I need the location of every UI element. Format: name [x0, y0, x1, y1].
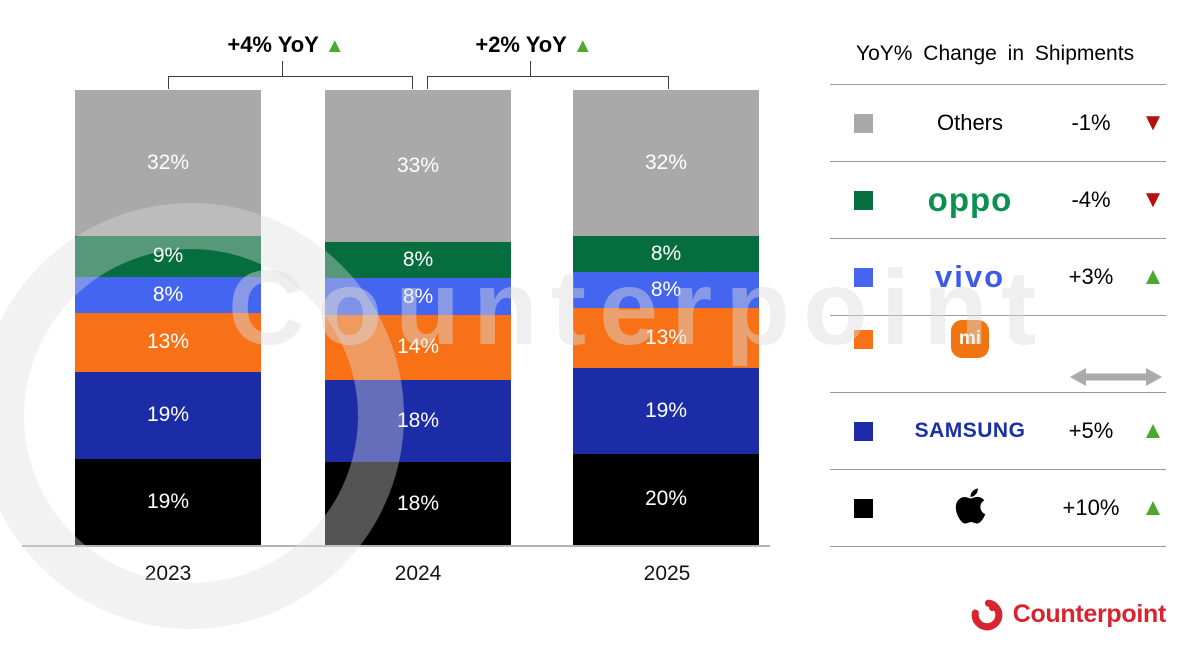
legend-swatch-apple	[854, 498, 873, 518]
yoy-annotation-2024: +4% YoY ▲	[227, 32, 344, 58]
legend-title: YoY% Change in Shipments	[856, 42, 1135, 65]
xiaomi-mi-badge: mi	[951, 320, 989, 358]
segment-xiaomi-2025: 13%	[573, 308, 759, 368]
segment-value-label: 33%	[396, 153, 440, 177]
segment-value-label: 8%	[650, 241, 682, 265]
segment-apple-2024: 18%	[325, 462, 511, 545]
segment-others-2025: 32%	[573, 90, 759, 236]
x-tick-2024: 2024	[394, 562, 442, 585]
bar-2025: 32% 8% 8% 13% 19% 20%	[573, 90, 759, 545]
legend-row-apple: +10% ▲	[830, 470, 1166, 547]
counterpoint-wordmark: Counterpoint	[1012, 599, 1167, 628]
legend-row-oppo: oppo -4% ▼	[830, 162, 1166, 239]
segment-value-label: 19%	[146, 489, 190, 513]
up-triangle-icon: ▲	[572, 35, 593, 57]
legend-label-others: Others	[937, 110, 1003, 136]
samsung-wordmark: SAMSUNG	[914, 419, 1026, 442]
up-triangle-icon: ▲	[1141, 494, 1165, 521]
bar-2024: 33% 8% 8% 14% 18% 18%	[325, 90, 511, 545]
segment-samsung-2024: 18%	[325, 379, 511, 463]
legend-rows: Others -1% ▼ oppo -4% ▼ vivo +3% ▲ mi SAMSUNG +5% ▲ +…	[830, 84, 1166, 547]
segment-value-label: 32%	[146, 150, 190, 174]
legend-swatch-others	[854, 113, 873, 133]
legend-row-samsung: SAMSUNG +5% ▲	[830, 393, 1166, 470]
segment-value-label: 8%	[402, 248, 434, 272]
down-triangle-icon: ▼	[1141, 186, 1165, 213]
segment-others-2024: 33%	[325, 90, 511, 242]
segment-value-label: 8%	[152, 282, 184, 306]
up-triangle-icon: ▲	[324, 35, 345, 57]
yoy-annotation-2025: +2% YoY ▲	[475, 32, 592, 58]
legend-swatch-samsung	[854, 421, 873, 441]
segment-xiaomi-2023: 13%	[75, 312, 261, 373]
segment-value-label: 18%	[396, 491, 440, 515]
segment-apple-2025: 20%	[573, 453, 759, 545]
segment-value-label: 9%	[152, 244, 184, 268]
yoy-change-value: +3%	[1068, 264, 1114, 289]
segment-samsung-2025: 19%	[573, 367, 759, 454]
apple-logo-icon	[954, 486, 987, 531]
segment-others-2023: 32%	[75, 90, 261, 236]
up-triangle-icon: ▲	[1141, 417, 1165, 444]
segment-value-label: 13%	[146, 330, 190, 354]
vivo-logo: vivo	[935, 259, 1005, 295]
bracket-tick-1	[282, 61, 283, 76]
counterpoint-mark-icon	[971, 599, 1003, 631]
up-triangle-icon: ▲	[1141, 263, 1165, 290]
oppo-wordmark: oppo	[927, 181, 1013, 218]
bracket-2024-2025	[427, 76, 669, 89]
oppo-logo: oppo	[928, 181, 1013, 219]
segment-oppo-2025: 8%	[573, 235, 759, 272]
yoy-change-value: +5%	[1068, 418, 1114, 443]
segment-xiaomi-2024: 14%	[325, 315, 511, 380]
segment-value-label: 19%	[644, 398, 688, 422]
legend-row-others: Others -1% ▼	[830, 85, 1166, 162]
legend-swatch-oppo	[854, 190, 873, 210]
segment-samsung-2023: 19%	[75, 372, 261, 459]
segment-value-label: 32%	[644, 150, 688, 174]
legend-row-xiaomi: mi	[830, 316, 1166, 393]
segment-vivo-2025: 8%	[573, 271, 759, 309]
samsung-logo: SAMSUNG	[915, 419, 1026, 443]
segment-value-label: 8%	[650, 278, 682, 302]
yoy-change-value: -4%	[1071, 187, 1111, 212]
legend-swatch-xiaomi	[854, 329, 873, 349]
segment-oppo-2023: 9%	[75, 235, 261, 277]
flat-double-arrow-icon	[1070, 366, 1162, 388]
segment-value-label: 19%	[146, 403, 190, 427]
x-tick-2025: 2025	[643, 562, 691, 585]
bracket-2023-2024	[168, 76, 413, 89]
segment-value-label: 18%	[396, 408, 440, 432]
yoy-change-value: -1%	[1071, 110, 1111, 135]
x-axis-line	[22, 545, 770, 547]
yoy-annotation-text: +2% YoY	[475, 32, 567, 57]
segment-vivo-2023: 8%	[75, 276, 261, 313]
x-tick-2023: 2023	[144, 562, 192, 585]
segment-apple-2023: 19%	[75, 458, 261, 545]
legend-swatch-vivo	[854, 267, 873, 287]
yoy-annotation-text: +4% YoY	[227, 32, 319, 57]
bracket-tick-2	[530, 61, 531, 76]
segment-vivo-2024: 8%	[325, 278, 511, 316]
brand-name: Others	[936, 110, 1004, 135]
counterpoint-logo: Counterpoint	[969, 596, 1166, 632]
vivo-wordmark: vivo	[934, 259, 1006, 294]
xiaomi-logo-icon: mi	[951, 320, 989, 358]
segment-oppo-2024: 8%	[325, 241, 511, 279]
bar-2023: 32% 9% 8% 13% 19% 19%	[75, 90, 261, 545]
segment-value-label: 8%	[402, 284, 434, 308]
yoy-change-value: +10%	[1062, 495, 1120, 520]
legend-panel: YoY% Change in Shipments Others -1% ▼ oppo -…	[830, 30, 1166, 547]
segment-value-label: 20%	[644, 487, 688, 511]
segment-value-label: 14%	[396, 335, 440, 359]
segment-value-label: 13%	[644, 325, 688, 349]
legend-row-vivo: vivo +3% ▲	[830, 239, 1166, 316]
down-triangle-icon: ▼	[1141, 109, 1165, 136]
